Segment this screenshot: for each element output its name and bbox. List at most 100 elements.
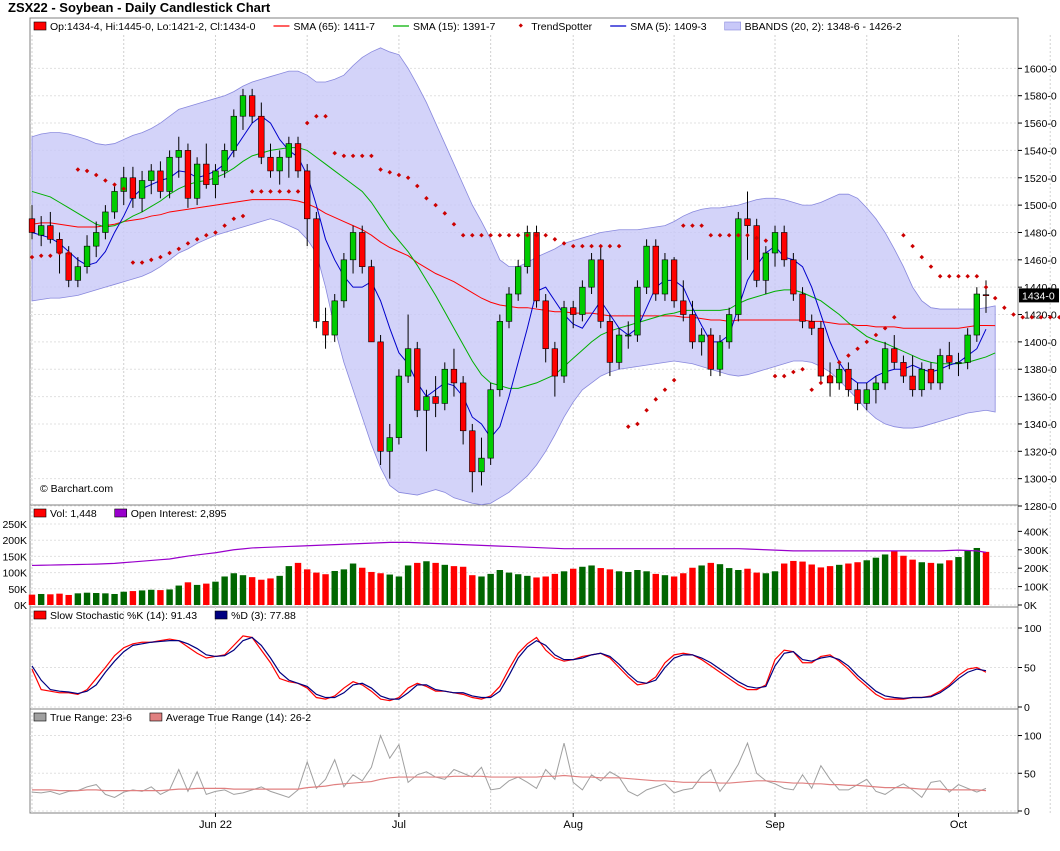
stoch-legend-swatch <box>33 610 47 620</box>
candle-body <box>588 259 595 288</box>
trendspotter-dot <box>873 332 879 338</box>
candle-body <box>478 457 485 473</box>
candle-body <box>845 368 852 391</box>
volume-bar <box>267 578 274 605</box>
x-axis-label: Aug <box>563 819 583 831</box>
trendspotter-dot <box>48 253 53 258</box>
candle-body <box>65 252 72 281</box>
price-tick-label: 1580-0 <box>1024 91 1057 103</box>
volume-bar <box>881 554 889 605</box>
candle-body <box>230 115 237 151</box>
candle-body <box>203 163 210 185</box>
volume-bar <box>129 591 137 605</box>
volume-bar <box>184 582 192 605</box>
volume-left-tick-label: 100K <box>2 568 27 580</box>
volume-bar <box>377 573 384 605</box>
volume-bar <box>322 574 329 605</box>
volume-left-tick-label: 150K <box>2 551 27 563</box>
volume-legend-swatch <box>114 508 128 518</box>
candle-body <box>93 232 100 247</box>
trendspotter-dot <box>671 377 677 383</box>
legend-bar-vol <box>31 506 1017 521</box>
price-tick-label: 1400-0 <box>1024 337 1057 349</box>
volume-bar <box>148 589 155 605</box>
volume-bar <box>120 591 127 605</box>
trendspotter-dot <box>882 325 888 331</box>
candle-body <box>322 321 329 336</box>
candle-body <box>560 307 568 377</box>
open-interest-line <box>31 541 987 567</box>
candle-body <box>38 225 45 236</box>
candle-body <box>661 259 669 295</box>
candle-body <box>771 232 779 254</box>
price-tick-label: 1320-0 <box>1024 446 1057 458</box>
volume-bar <box>661 575 669 605</box>
volume-bar <box>946 560 953 605</box>
candle-body <box>891 348 898 363</box>
candle-body <box>459 382 467 432</box>
volume-bar <box>625 571 632 605</box>
price-legend-label: SMA (15): 1391-7 <box>413 21 495 33</box>
volume-bar <box>221 576 228 605</box>
trendspotter-dot <box>846 353 851 358</box>
volume-bar <box>973 547 981 605</box>
stoch-legend-label: %D (3): 77.88 <box>231 610 296 622</box>
trendspotter-dot <box>653 397 659 402</box>
sma65-line <box>31 199 996 329</box>
volume-left-tick-label: 50K <box>8 584 27 596</box>
trendspotter-dot <box>66 250 71 256</box>
candle-body <box>836 368 843 384</box>
volume-bar <box>258 579 265 605</box>
volume-right-tick-label: 300K <box>1024 545 1049 557</box>
trendspotter-dot <box>818 380 824 386</box>
volume-bar <box>487 573 494 605</box>
candle-body <box>129 177 137 199</box>
volume-left-tick-label: 200K <box>2 535 27 547</box>
volume-bar <box>524 575 531 605</box>
candle-body <box>83 245 91 267</box>
volume-bar <box>441 564 448 605</box>
candle-body <box>404 348 412 377</box>
volume-bar <box>836 564 843 605</box>
volume-bar <box>918 562 925 605</box>
candle-body <box>790 259 797 295</box>
price-tick-label: 1540-0 <box>1024 145 1057 157</box>
candle-body <box>680 300 687 315</box>
volume-bar <box>670 576 678 605</box>
candle-body <box>258 115 265 158</box>
trendspotter-dot <box>937 273 943 279</box>
trendspotter-dot <box>148 257 154 263</box>
price-tick-label: 1340-0 <box>1024 419 1057 431</box>
stoch-tick-label: 0 <box>1024 702 1030 714</box>
volume-right-tick-label: 0K <box>1024 600 1037 612</box>
volume-bar <box>725 568 733 605</box>
candle-body <box>634 286 641 336</box>
volume-bar <box>450 566 458 605</box>
x-axis-label: Sep <box>765 819 785 831</box>
watermark: © Barchart.com <box>40 483 113 495</box>
trendspotter-dot <box>827 373 833 379</box>
price-tick-label: 1280-0 <box>1024 501 1057 513</box>
volume-bar <box>496 570 504 605</box>
trendspotter-dot <box>928 264 934 269</box>
trendspotter-dot <box>1020 315 1025 320</box>
legend-bar-atr <box>31 710 1017 725</box>
stoch-legend-swatch <box>214 610 228 620</box>
last-price-tag-bg <box>1019 288 1059 303</box>
candle-body <box>918 368 925 391</box>
volume-right-tick-label: 100K <box>1024 582 1049 594</box>
candle-body <box>606 321 614 363</box>
legend-bar-price <box>31 19 1017 34</box>
trendspotter-dot <box>350 153 356 159</box>
candle-body <box>340 259 348 302</box>
volume-bar <box>891 551 898 605</box>
volume-bar <box>459 566 467 605</box>
volume-bar <box>533 577 540 605</box>
volume-bar <box>634 570 641 605</box>
candle-body <box>414 348 421 411</box>
volume-bar <box>689 567 696 605</box>
trendspotter-dot <box>772 373 778 379</box>
volume-bar <box>680 573 687 605</box>
atr-legend-swatch <box>33 712 47 722</box>
